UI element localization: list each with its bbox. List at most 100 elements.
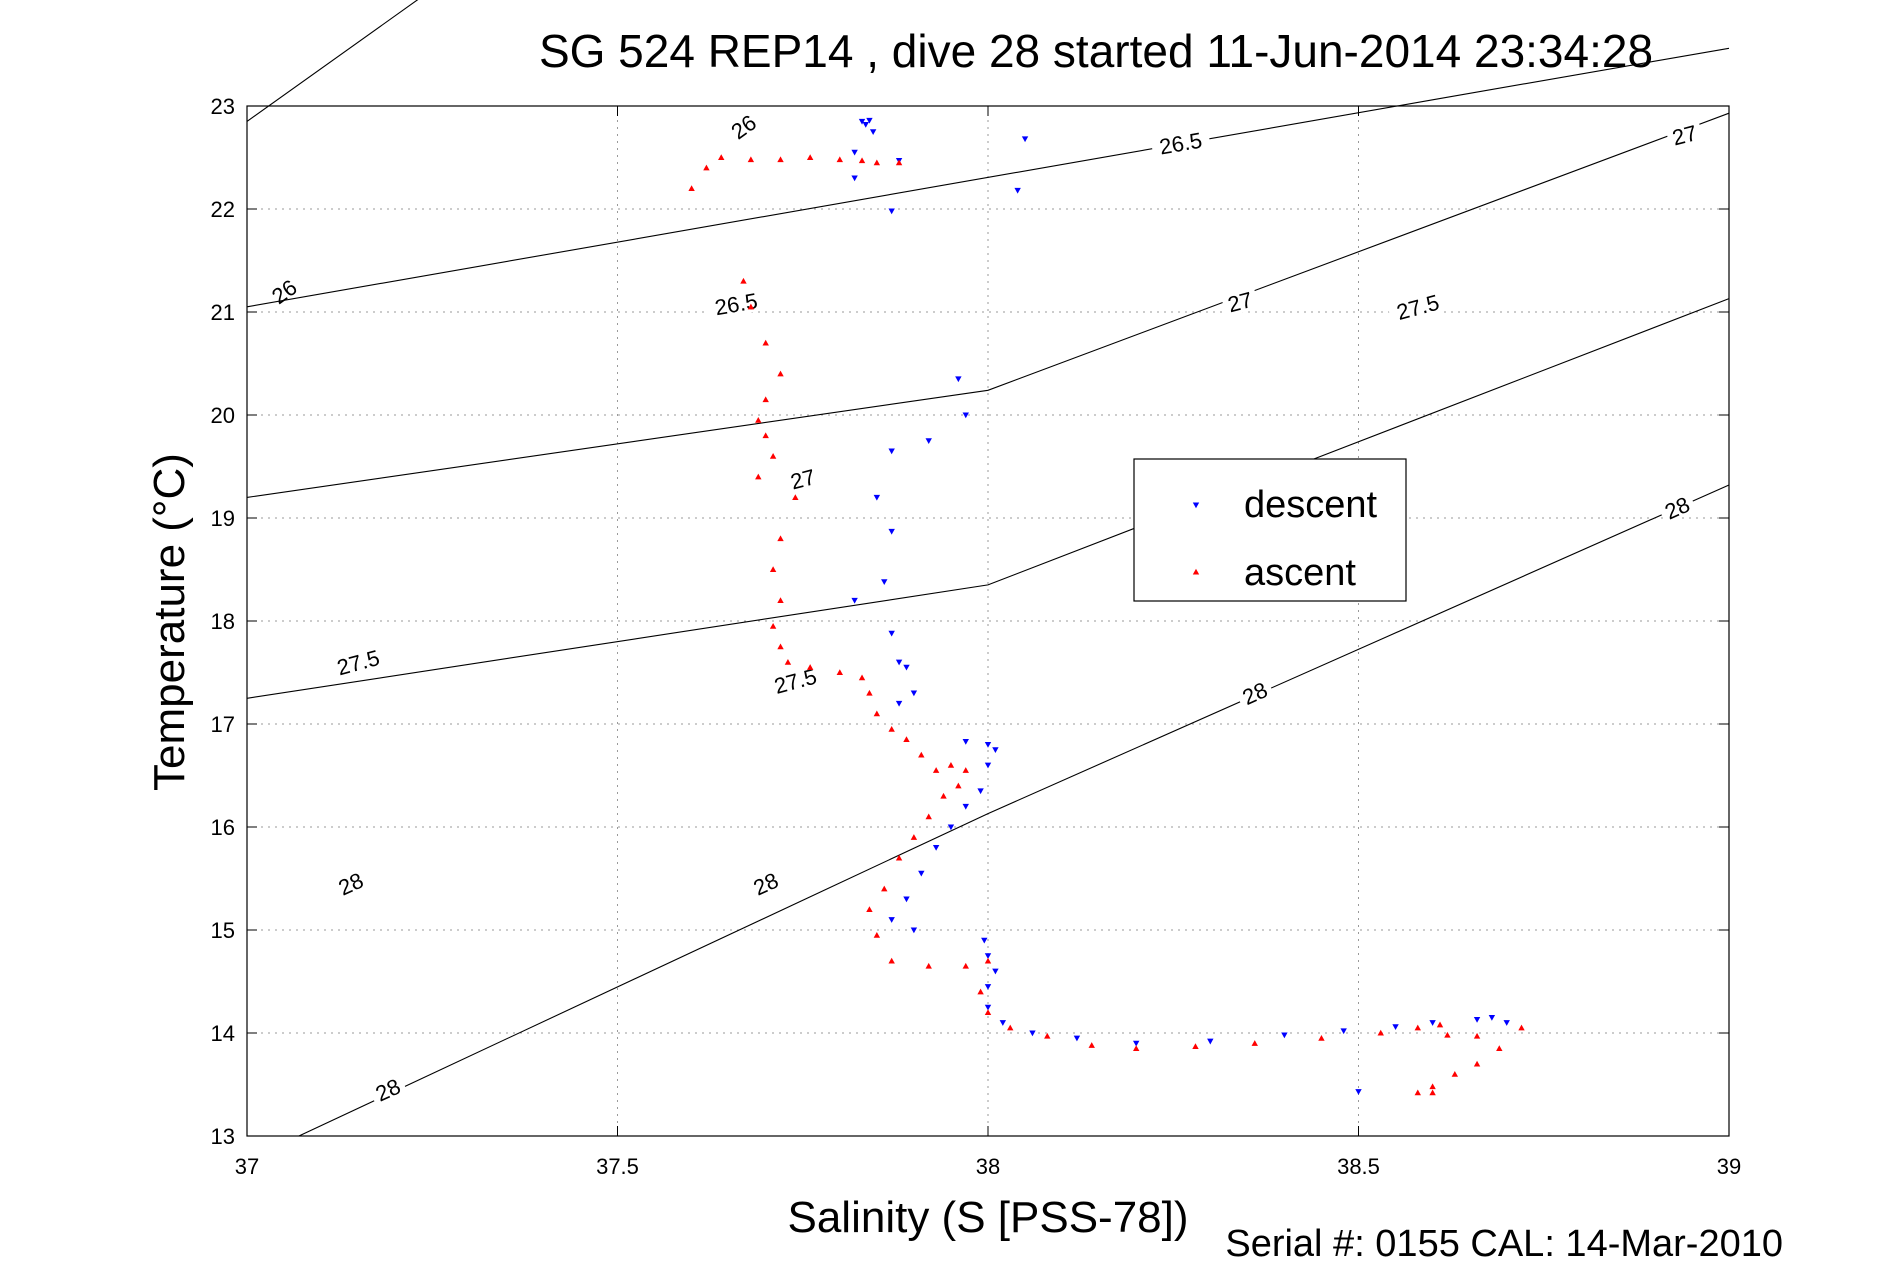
ascent-point	[792, 494, 799, 500]
density-contour-26.5	[246, 47, 1730, 308]
contour-label-bg	[783, 462, 822, 494]
ascent-point	[784, 659, 792, 665]
descent-point	[910, 927, 918, 934]
descent-point	[888, 528, 895, 535]
descent-point	[984, 1004, 992, 1011]
ascent-point	[932, 767, 940, 773]
descent-point	[984, 953, 992, 959]
contour-label-bg	[1664, 117, 1704, 150]
ascent-point	[881, 885, 888, 892]
descent-point	[962, 803, 969, 810]
ascent-point	[1007, 1024, 1014, 1031]
descent-point	[910, 690, 918, 697]
ascent-point	[762, 339, 769, 346]
contour-label-bg	[329, 864, 371, 901]
y-tick-label: 21	[211, 300, 235, 325]
contour-label: 27	[1225, 287, 1255, 317]
ascent-point	[866, 906, 873, 912]
descent-point	[947, 824, 955, 831]
ascent-point	[873, 159, 881, 166]
contour-label-bg	[705, 285, 767, 320]
descent-point	[895, 659, 903, 666]
ascent-point	[984, 957, 992, 964]
ascent-point	[873, 931, 881, 938]
ascent-point	[747, 156, 755, 163]
ascent-point	[977, 988, 984, 995]
descent-point	[858, 118, 866, 125]
ascent-point	[1377, 1029, 1384, 1036]
x-tick-label: 38	[976, 1154, 1000, 1179]
ascent-point	[777, 535, 784, 542]
density-contour-27.5	[246, 298, 1730, 699]
ascent-point	[836, 156, 843, 163]
ascent-point	[1473, 1060, 1481, 1067]
ascent-point	[747, 303, 755, 310]
y-tick-label: 13	[211, 1124, 235, 1149]
contour-label: 26.5	[1158, 128, 1204, 160]
x-tick-label: 37.5	[596, 1154, 639, 1179]
descent-point	[984, 742, 992, 748]
ascent-point	[925, 813, 932, 820]
contour-label: 26.5	[713, 288, 759, 320]
ascent-point	[762, 396, 769, 403]
ascent-point	[718, 154, 725, 161]
ascent-point	[1044, 1032, 1051, 1039]
descent-point	[984, 762, 992, 769]
x-axis-label: Salinity (S [PSS-78])	[787, 1193, 1188, 1242]
descent-point	[984, 984, 992, 990]
legend-marker-ascent	[1192, 568, 1200, 575]
y-tick-label: 14	[211, 1021, 235, 1046]
ascent-point	[1429, 1089, 1436, 1096]
serial-cal-footer: Serial #: 0155 CAL: 14-Mar-2010	[1225, 1223, 1783, 1262]
descent-point	[903, 896, 910, 903]
ascent-point	[777, 643, 784, 650]
ascent-point	[984, 1009, 992, 1015]
contour-label: 27	[788, 464, 818, 494]
contour-label-bg	[722, 106, 764, 146]
ascent-point	[777, 370, 784, 377]
descent-point	[869, 129, 877, 135]
descent-point	[881, 579, 888, 586]
contour-label: 27	[1670, 120, 1700, 150]
ascent-point	[918, 751, 925, 758]
y-tick-label: 15	[211, 918, 235, 943]
ascent-point	[836, 669, 843, 676]
descent-point	[1429, 1020, 1436, 1026]
ascent-point	[910, 834, 918, 840]
descent-point	[851, 149, 858, 156]
contour-label-bg	[326, 642, 390, 681]
ascent-point	[769, 453, 777, 459]
descent-point	[981, 937, 988, 944]
descent-point	[1029, 1030, 1036, 1037]
chart-title: SG 524 REP14 , dive 28 started 11-Jun-20…	[539, 25, 1653, 77]
ascent-point	[962, 767, 969, 773]
descent-point	[992, 747, 999, 753]
descent-point	[962, 412, 969, 419]
descent-point	[1281, 1032, 1288, 1039]
ascent-point	[1088, 1042, 1095, 1048]
ascent-point	[895, 159, 903, 166]
density-contour-27	[246, 112, 1730, 498]
y-tick-label: 22	[211, 197, 235, 222]
descent-point	[851, 175, 858, 182]
descent-point	[977, 788, 984, 795]
descent-point	[1207, 1038, 1214, 1045]
descent-point	[1392, 1024, 1399, 1031]
ascent-point	[1436, 1021, 1444, 1028]
ascent-point	[940, 792, 947, 799]
descent-point	[1340, 1028, 1347, 1035]
contour-label-bg	[1233, 674, 1275, 711]
ascent-point	[755, 473, 762, 480]
descent-point	[862, 121, 869, 128]
descent-point	[888, 208, 895, 215]
legend-box	[1133, 458, 1407, 602]
ascent-point	[866, 689, 873, 696]
descent-point	[888, 917, 895, 923]
legend-label-ascent: ascent	[1244, 552, 1356, 594]
descent-point	[918, 870, 925, 877]
descent-point	[903, 664, 910, 671]
ascent-point	[1496, 1045, 1503, 1052]
contour-label-bg	[763, 660, 827, 699]
contour-label: 27.5	[334, 645, 382, 680]
descent-point	[925, 438, 932, 444]
